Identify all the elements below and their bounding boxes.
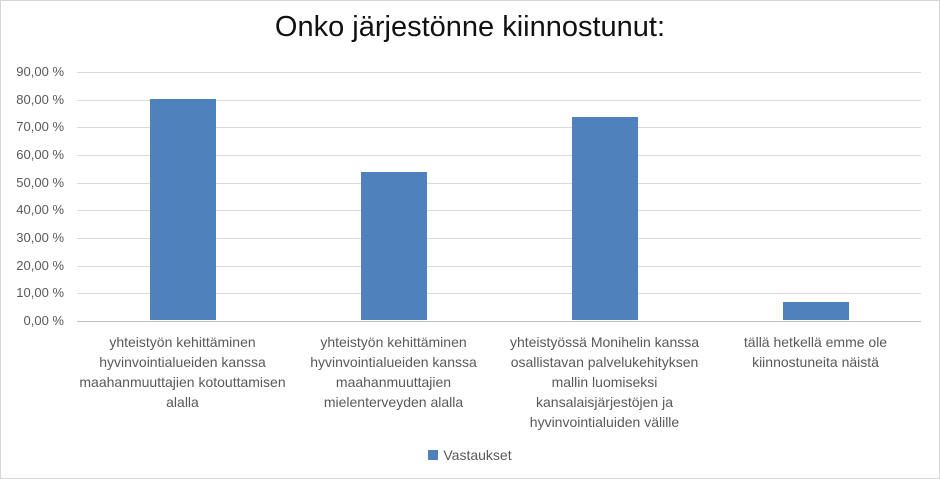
y-tick-label: 20,00 % bbox=[16, 257, 64, 273]
y-tick-label: 80,00 % bbox=[16, 91, 64, 107]
y-tick-label: 50,00 % bbox=[16, 174, 64, 190]
bar-4 bbox=[782, 301, 849, 320]
gridline bbox=[77, 293, 921, 295]
x-category-label: yhteistyön kehittäminen hyvinvointialuei… bbox=[79, 334, 286, 410]
chart-title: Onko järjestönne kiinnostunut: bbox=[274, 11, 666, 43]
gridline bbox=[77, 127, 921, 129]
gridline bbox=[77, 182, 921, 184]
gridline bbox=[77, 238, 921, 239]
legend-series-label: Vastaukset bbox=[443, 447, 512, 463]
bar-3 bbox=[571, 117, 638, 320]
x-category-label: yhteistyössä Monihelin kanssa osallistav… bbox=[509, 334, 700, 430]
y-tick-label: 90,00 % bbox=[16, 64, 64, 79]
y-tick-label: 30,00 % bbox=[16, 230, 64, 245]
gridline bbox=[77, 210, 921, 212]
y-axis: 0,00 % 10,00 % 20,00 % 30,00 % 40,00 % 50,00 … bbox=[1, 1, 64, 478]
gridline bbox=[77, 265, 921, 267]
legend-series-marker-icon bbox=[428, 450, 439, 460]
x-axis: yhteistyön kehittäminen hyvinvointialuei… bbox=[77, 332, 921, 432]
y-tick-label: 60,00 % bbox=[16, 147, 64, 162]
gridline bbox=[77, 99, 921, 101]
x-category-label: yhteistyön kehittäminen hyvinvointialuei… bbox=[310, 334, 477, 410]
y-tick-label: 70,00 % bbox=[16, 119, 64, 135]
y-tick-label: 10,00 % bbox=[16, 285, 64, 301]
bar-2 bbox=[360, 172, 427, 320]
x-axis-line bbox=[77, 321, 921, 322]
plot-area bbox=[77, 72, 921, 322]
gridline bbox=[77, 72, 921, 73]
gridline bbox=[77, 155, 921, 156]
legend: Vastaukset bbox=[1, 447, 939, 463]
x-category-label: tällä hetkellä emme ole kiinnostuneita n… bbox=[743, 334, 888, 370]
y-tick-label: 40,00 % bbox=[16, 202, 64, 218]
y-tick-label: 0,00 % bbox=[23, 313, 64, 328]
bar-1 bbox=[149, 98, 216, 320]
